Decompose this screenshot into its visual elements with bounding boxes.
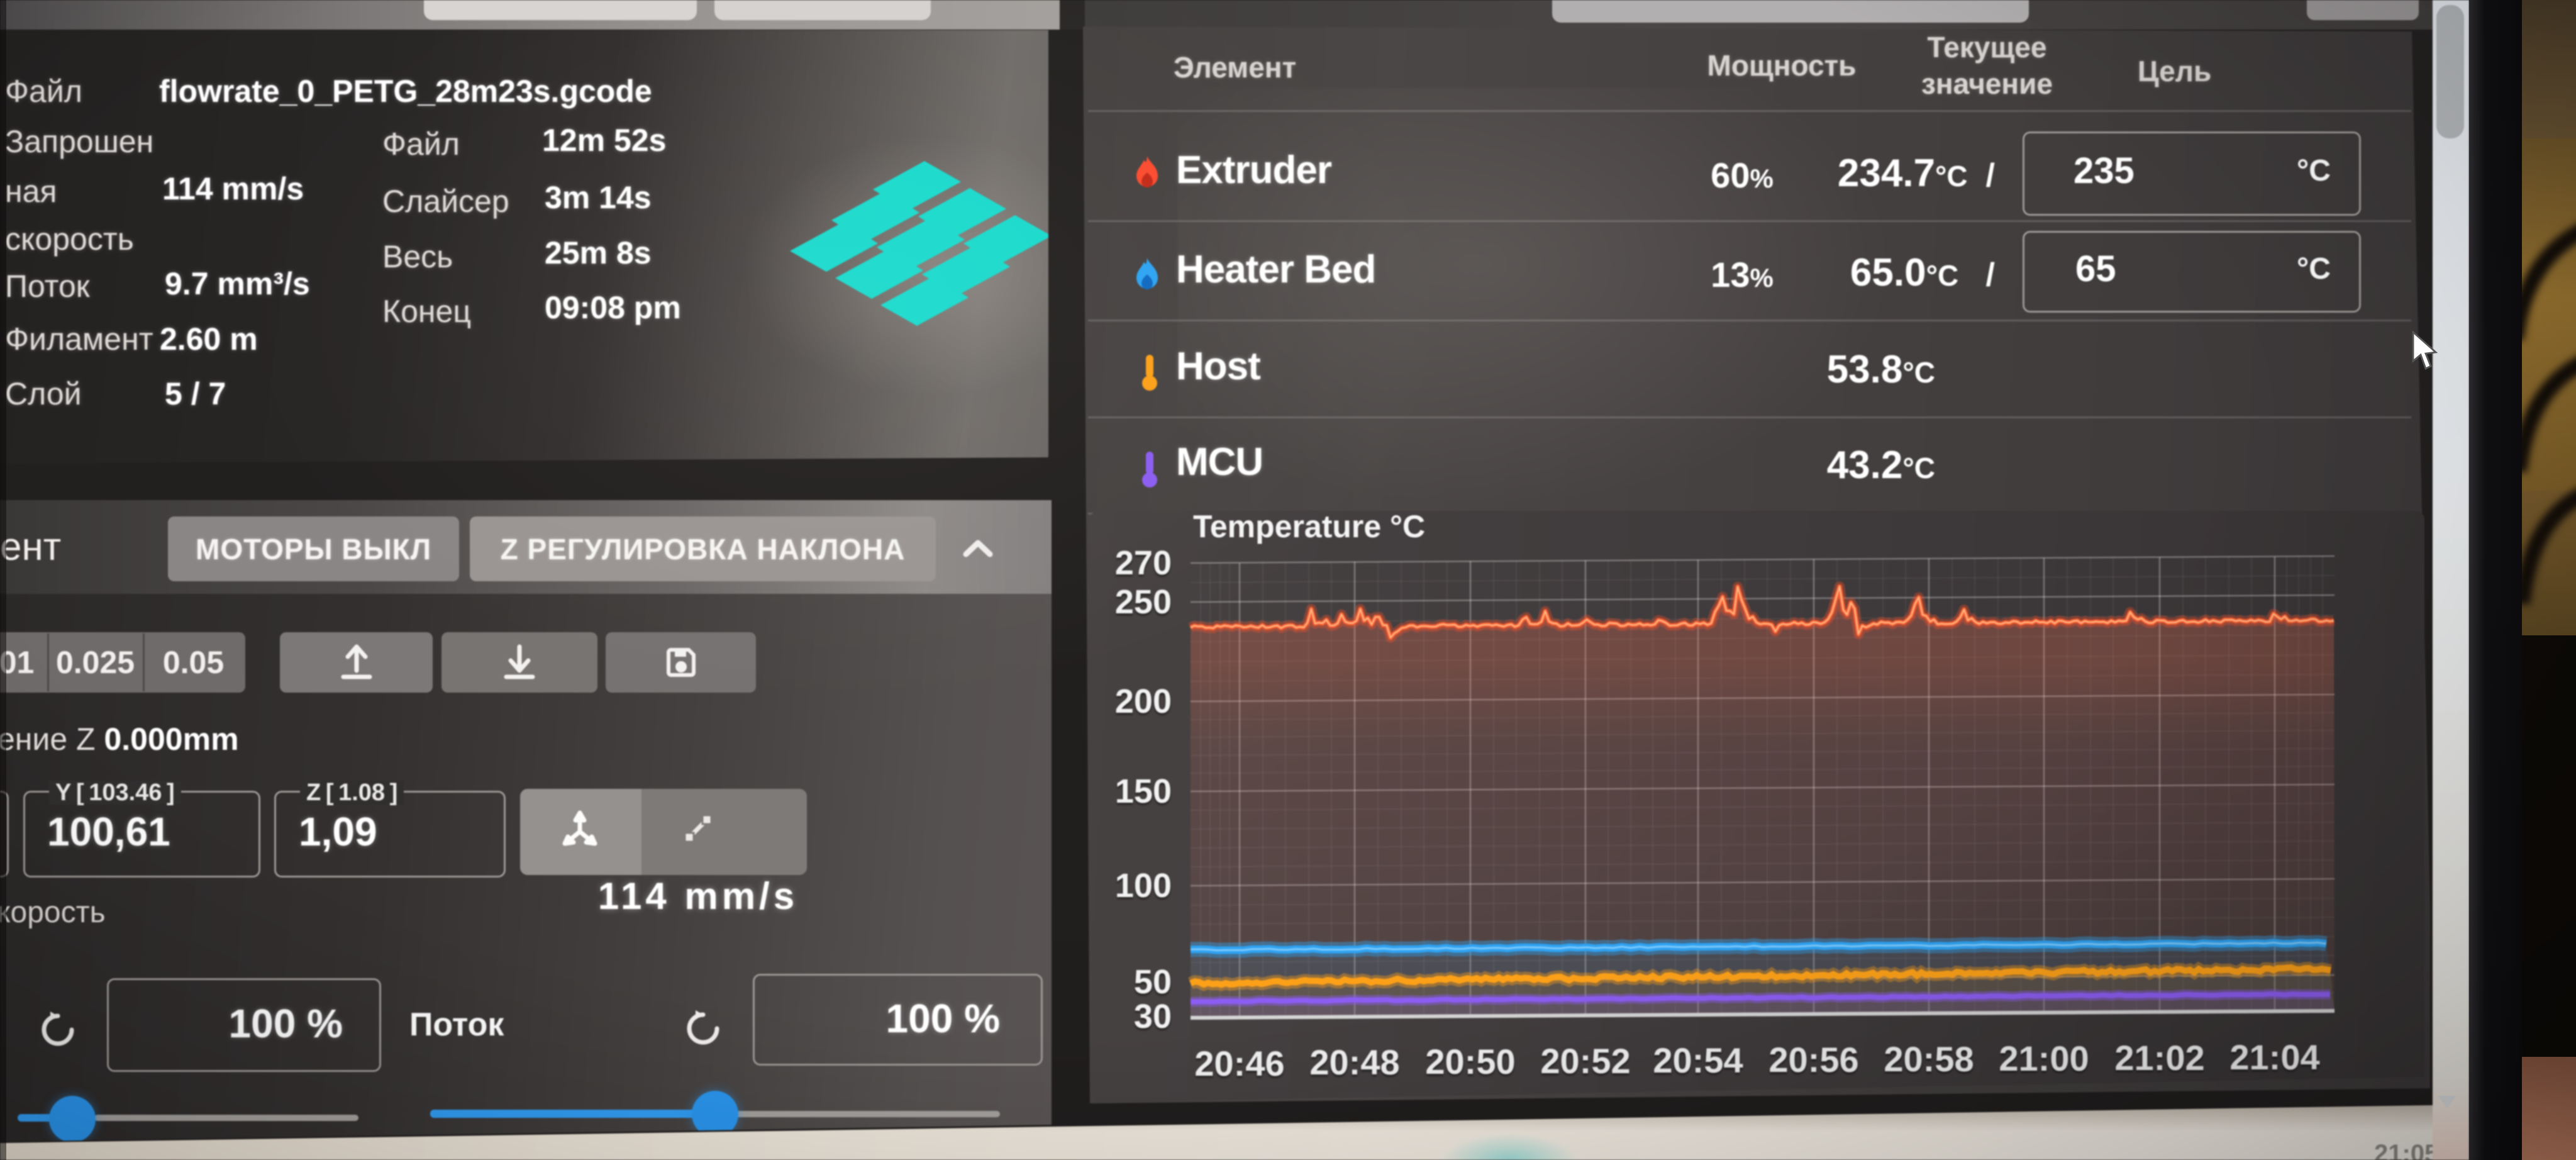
svg-text:Temperature °C: Temperature °C <box>1193 511 1425 544</box>
svg-text:20:52: 20:52 <box>1540 1041 1630 1081</box>
svg-text:100: 100 <box>1115 867 1172 905</box>
svg-text:20:58: 20:58 <box>1884 1039 1974 1079</box>
svg-text:50: 50 <box>1134 963 1172 1001</box>
svg-text:20:54: 20:54 <box>1653 1040 1743 1080</box>
svg-text:21:02: 21:02 <box>2114 1038 2204 1078</box>
svg-text:150: 150 <box>1115 772 1172 810</box>
svg-text:21:04: 21:04 <box>2229 1037 2319 1077</box>
svg-text:270: 270 <box>1115 544 1172 582</box>
svg-text:250: 250 <box>1115 583 1172 621</box>
svg-text:20:48: 20:48 <box>1309 1042 1399 1082</box>
svg-text:20:46: 20:46 <box>1194 1044 1284 1083</box>
svg-text:30: 30 <box>1134 998 1172 1035</box>
svg-text:20:56: 20:56 <box>1768 1040 1858 1079</box>
svg-text:20:50: 20:50 <box>1425 1042 1515 1081</box>
svg-text:200: 200 <box>1115 683 1172 720</box>
svg-text:21:00: 21:00 <box>1999 1039 2089 1078</box>
